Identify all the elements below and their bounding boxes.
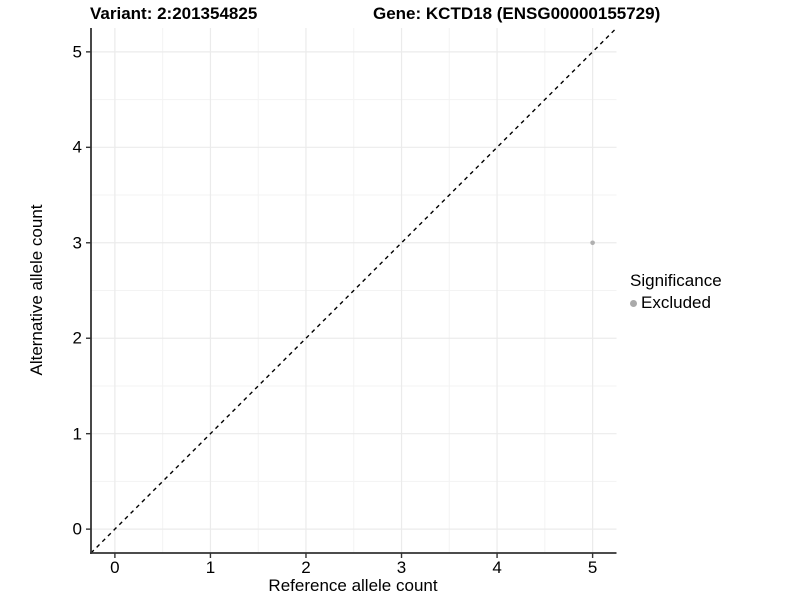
y-tick-label: 5 [72,42,82,62]
x-tick-label: 2 [301,558,311,577]
identity-line [90,27,617,554]
x-tick-label: 0 [110,558,120,577]
y-tick-label: 2 [72,328,82,348]
y-tick-label: 4 [72,137,82,157]
y-tick-label: 3 [72,233,82,253]
data-point [590,240,595,246]
x-tick-label: 5 [587,558,598,577]
legend: Significance Excluded [630,271,722,313]
variant-title: Variant: 2:201354825 [90,4,258,23]
legend-title: Significance [630,271,722,290]
x-tick-label: 1 [205,558,216,577]
legend-items: Excluded [630,293,722,313]
y-tick-label: 1 [72,424,82,444]
y-axis-title: Alternative allele count [27,204,46,376]
x-tick-label: 4 [492,558,502,577]
legend-label: Excluded [641,293,711,312]
y-tick-label: 0 [72,519,82,539]
x-tick-label: 3 [396,558,407,577]
legend-dot-icon [630,299,637,307]
gene-title: Gene: KCTD18 (ENSG00000155729) [373,4,661,23]
x-axis-title: Reference allele count [268,576,438,595]
legend-item: Excluded [630,293,722,313]
